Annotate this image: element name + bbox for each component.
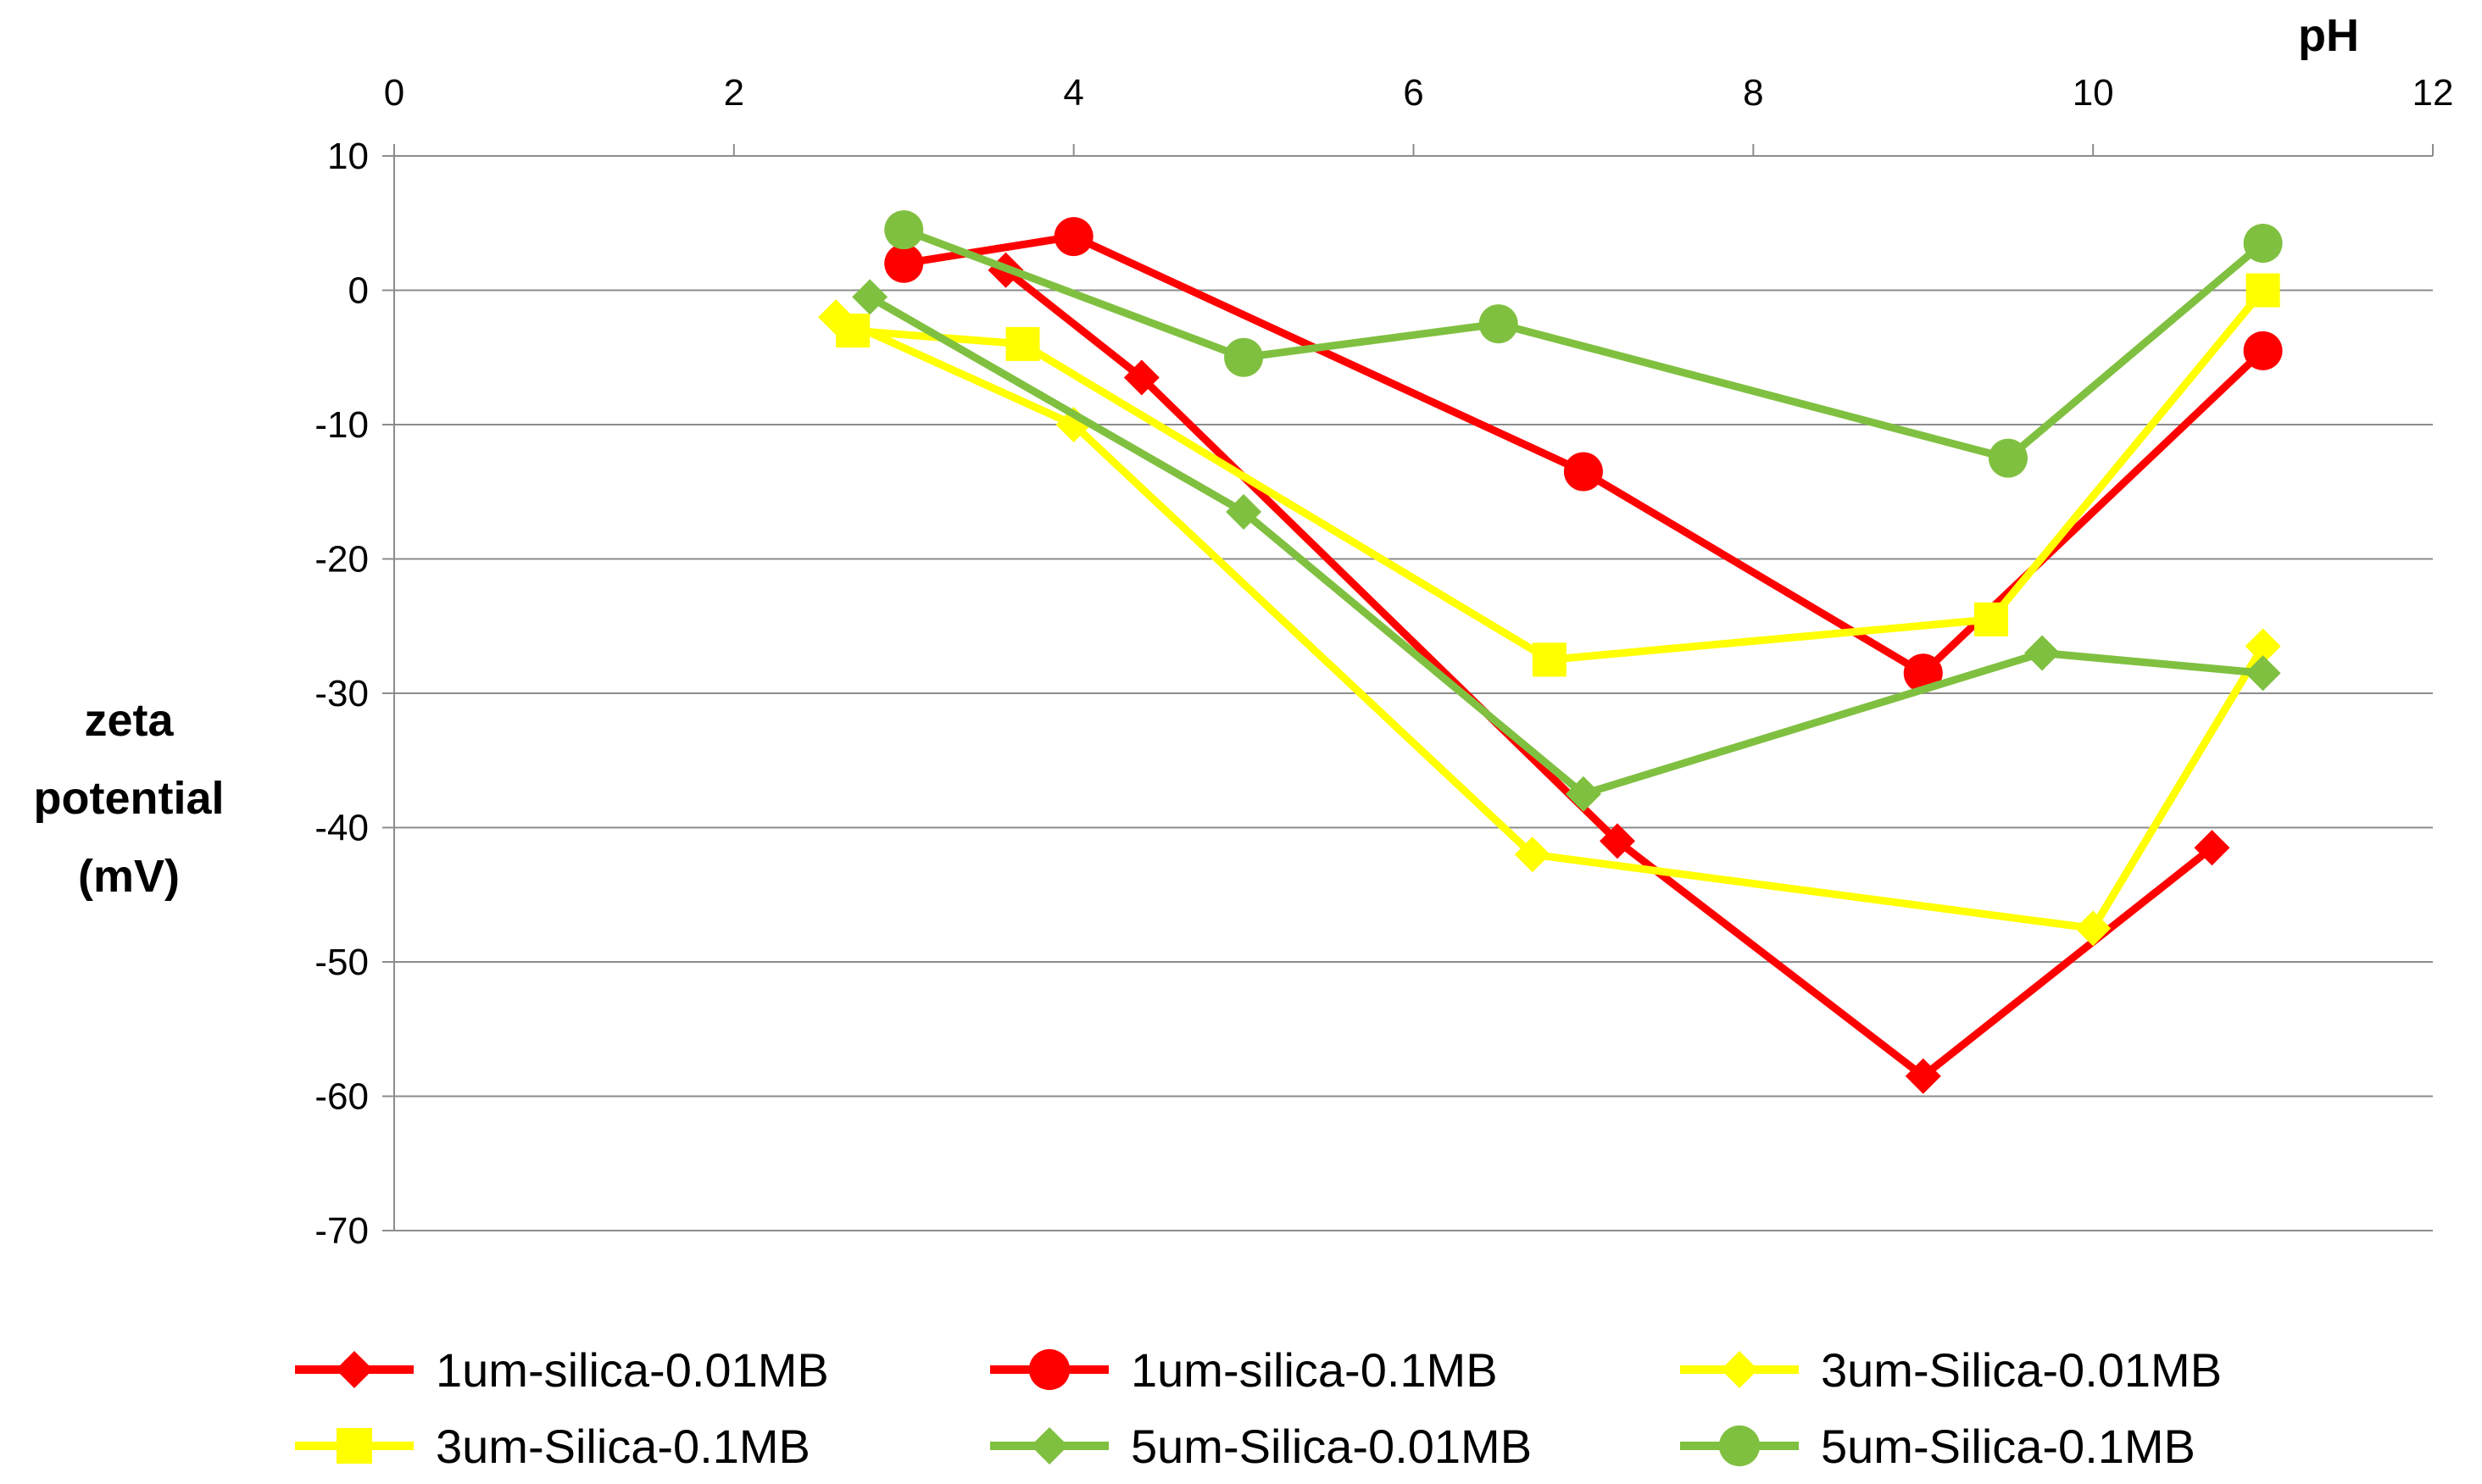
data-point: [1720, 1350, 1759, 1389]
series-5um-Silica-0.01MB: [852, 279, 2281, 812]
y-axis-title-line: potential: [34, 773, 225, 824]
legend-label: 1um-silica-0.01MB: [436, 1343, 829, 1397]
data-point: [852, 279, 888, 315]
data-point: [337, 1428, 372, 1464]
legend-label: 5um-Silica-0.1MB: [1821, 1420, 2195, 1473]
data-point: [2245, 628, 2281, 664]
series-line: [832, 313, 2268, 932]
y-tick-label: 0: [348, 270, 369, 312]
data-point: [1565, 775, 1601, 812]
data-point: [1563, 452, 1603, 492]
y-tick-label: -50: [314, 942, 369, 983]
data-point: [1478, 304, 1518, 344]
x-axis-title: pH: [2298, 10, 2359, 61]
data-point: [1532, 642, 1567, 677]
data-point: [2194, 830, 2230, 866]
series-1um-silica-0.1MB: [884, 217, 2283, 693]
legend-entry: 3um-Silica-0.1MB: [295, 1420, 810, 1473]
data-point: [1030, 1426, 1069, 1465]
data-point: [1973, 602, 2008, 636]
legend-entry: 5um-Silica-0.1MB: [1680, 1420, 2195, 1473]
series-3um-Silica-0.1MB: [836, 273, 2280, 677]
data-point: [2243, 331, 2283, 370]
series-3um-Silica-0.01MB: [818, 299, 2281, 947]
legend: 1um-silica-0.01MB 1um-silica-0.1MB 3um-Sil…: [295, 1343, 2222, 1473]
x-tick-label: 10: [2073, 72, 2114, 114]
data-point: [1054, 217, 1094, 257]
data-point: [1028, 1348, 1071, 1391]
x-tick-label: 4: [1063, 72, 1083, 114]
y-tick-label: 10: [327, 136, 369, 177]
data-point: [1005, 326, 1040, 361]
data-point: [884, 243, 924, 283]
data-point: [1514, 836, 1550, 873]
data-point: [836, 314, 871, 348]
series-1um-silica-0.01MB: [988, 252, 2230, 1094]
y-axis-title-line: zeta: [84, 695, 174, 746]
legend-label: 3um-Silica-0.1MB: [436, 1420, 810, 1473]
data-point: [1718, 1425, 1761, 1467]
legend-entry: 3um-Silica-0.01MB: [1680, 1343, 2222, 1397]
legend-entry: 5um-Silica-0.01MB: [990, 1420, 1532, 1473]
data-point: [335, 1350, 374, 1389]
y-tick-label: -70: [314, 1210, 369, 1252]
y-tick-label: -60: [314, 1076, 369, 1118]
label-layer: 10 0 -10 -20 -30 -40 -50 -60 -70 0 2 4 6 8 10 12 pH zeta p…: [34, 10, 2454, 1252]
y-tick-label: -40: [314, 808, 369, 849]
legend-entry: 1um-silica-0.1MB: [990, 1343, 1498, 1397]
legend-entry: 1um-silica-0.01MB: [295, 1343, 829, 1397]
legend-label: 3um-Silica-0.01MB: [1821, 1343, 2222, 1397]
data-point: [884, 210, 924, 250]
data-point: [1905, 1058, 1941, 1094]
data-point: [2245, 273, 2280, 308]
y-tick-label: -30: [314, 673, 369, 714]
x-tick-label: 0: [384, 72, 404, 114]
y-tick-label: -20: [314, 539, 369, 581]
data-point: [1600, 823, 1635, 859]
x-tick-label: 8: [1743, 72, 1763, 114]
x-tick-label: 2: [724, 72, 744, 114]
x-tick-label: 6: [1403, 72, 1423, 114]
data-point: [1123, 359, 1160, 396]
data-point: [2245, 655, 2281, 692]
data-point: [1224, 337, 1264, 377]
grid-layer: [394, 155, 2433, 1231]
y-axis-title-line: (mV): [78, 851, 180, 902]
data-point: [1226, 494, 1262, 531]
data-point: [1988, 438, 2028, 478]
x-tick-label: 12: [2412, 72, 2454, 114]
data-point: [2243, 224, 2283, 264]
legend-label: 1um-silica-0.1MB: [1131, 1343, 1498, 1397]
legend-label: 5um-Silica-0.01MB: [1131, 1420, 1532, 1473]
data-point: [2024, 635, 2061, 671]
series-line: [1002, 266, 2216, 1081]
series-5um-Silica-0.1MB: [884, 210, 2283, 478]
y-tick-label: -10: [314, 404, 369, 446]
data-point: [2075, 910, 2112, 947]
series-line: [849, 286, 2268, 664]
axis-layer: [382, 144, 2434, 1231]
series-layer: [818, 210, 2283, 1094]
